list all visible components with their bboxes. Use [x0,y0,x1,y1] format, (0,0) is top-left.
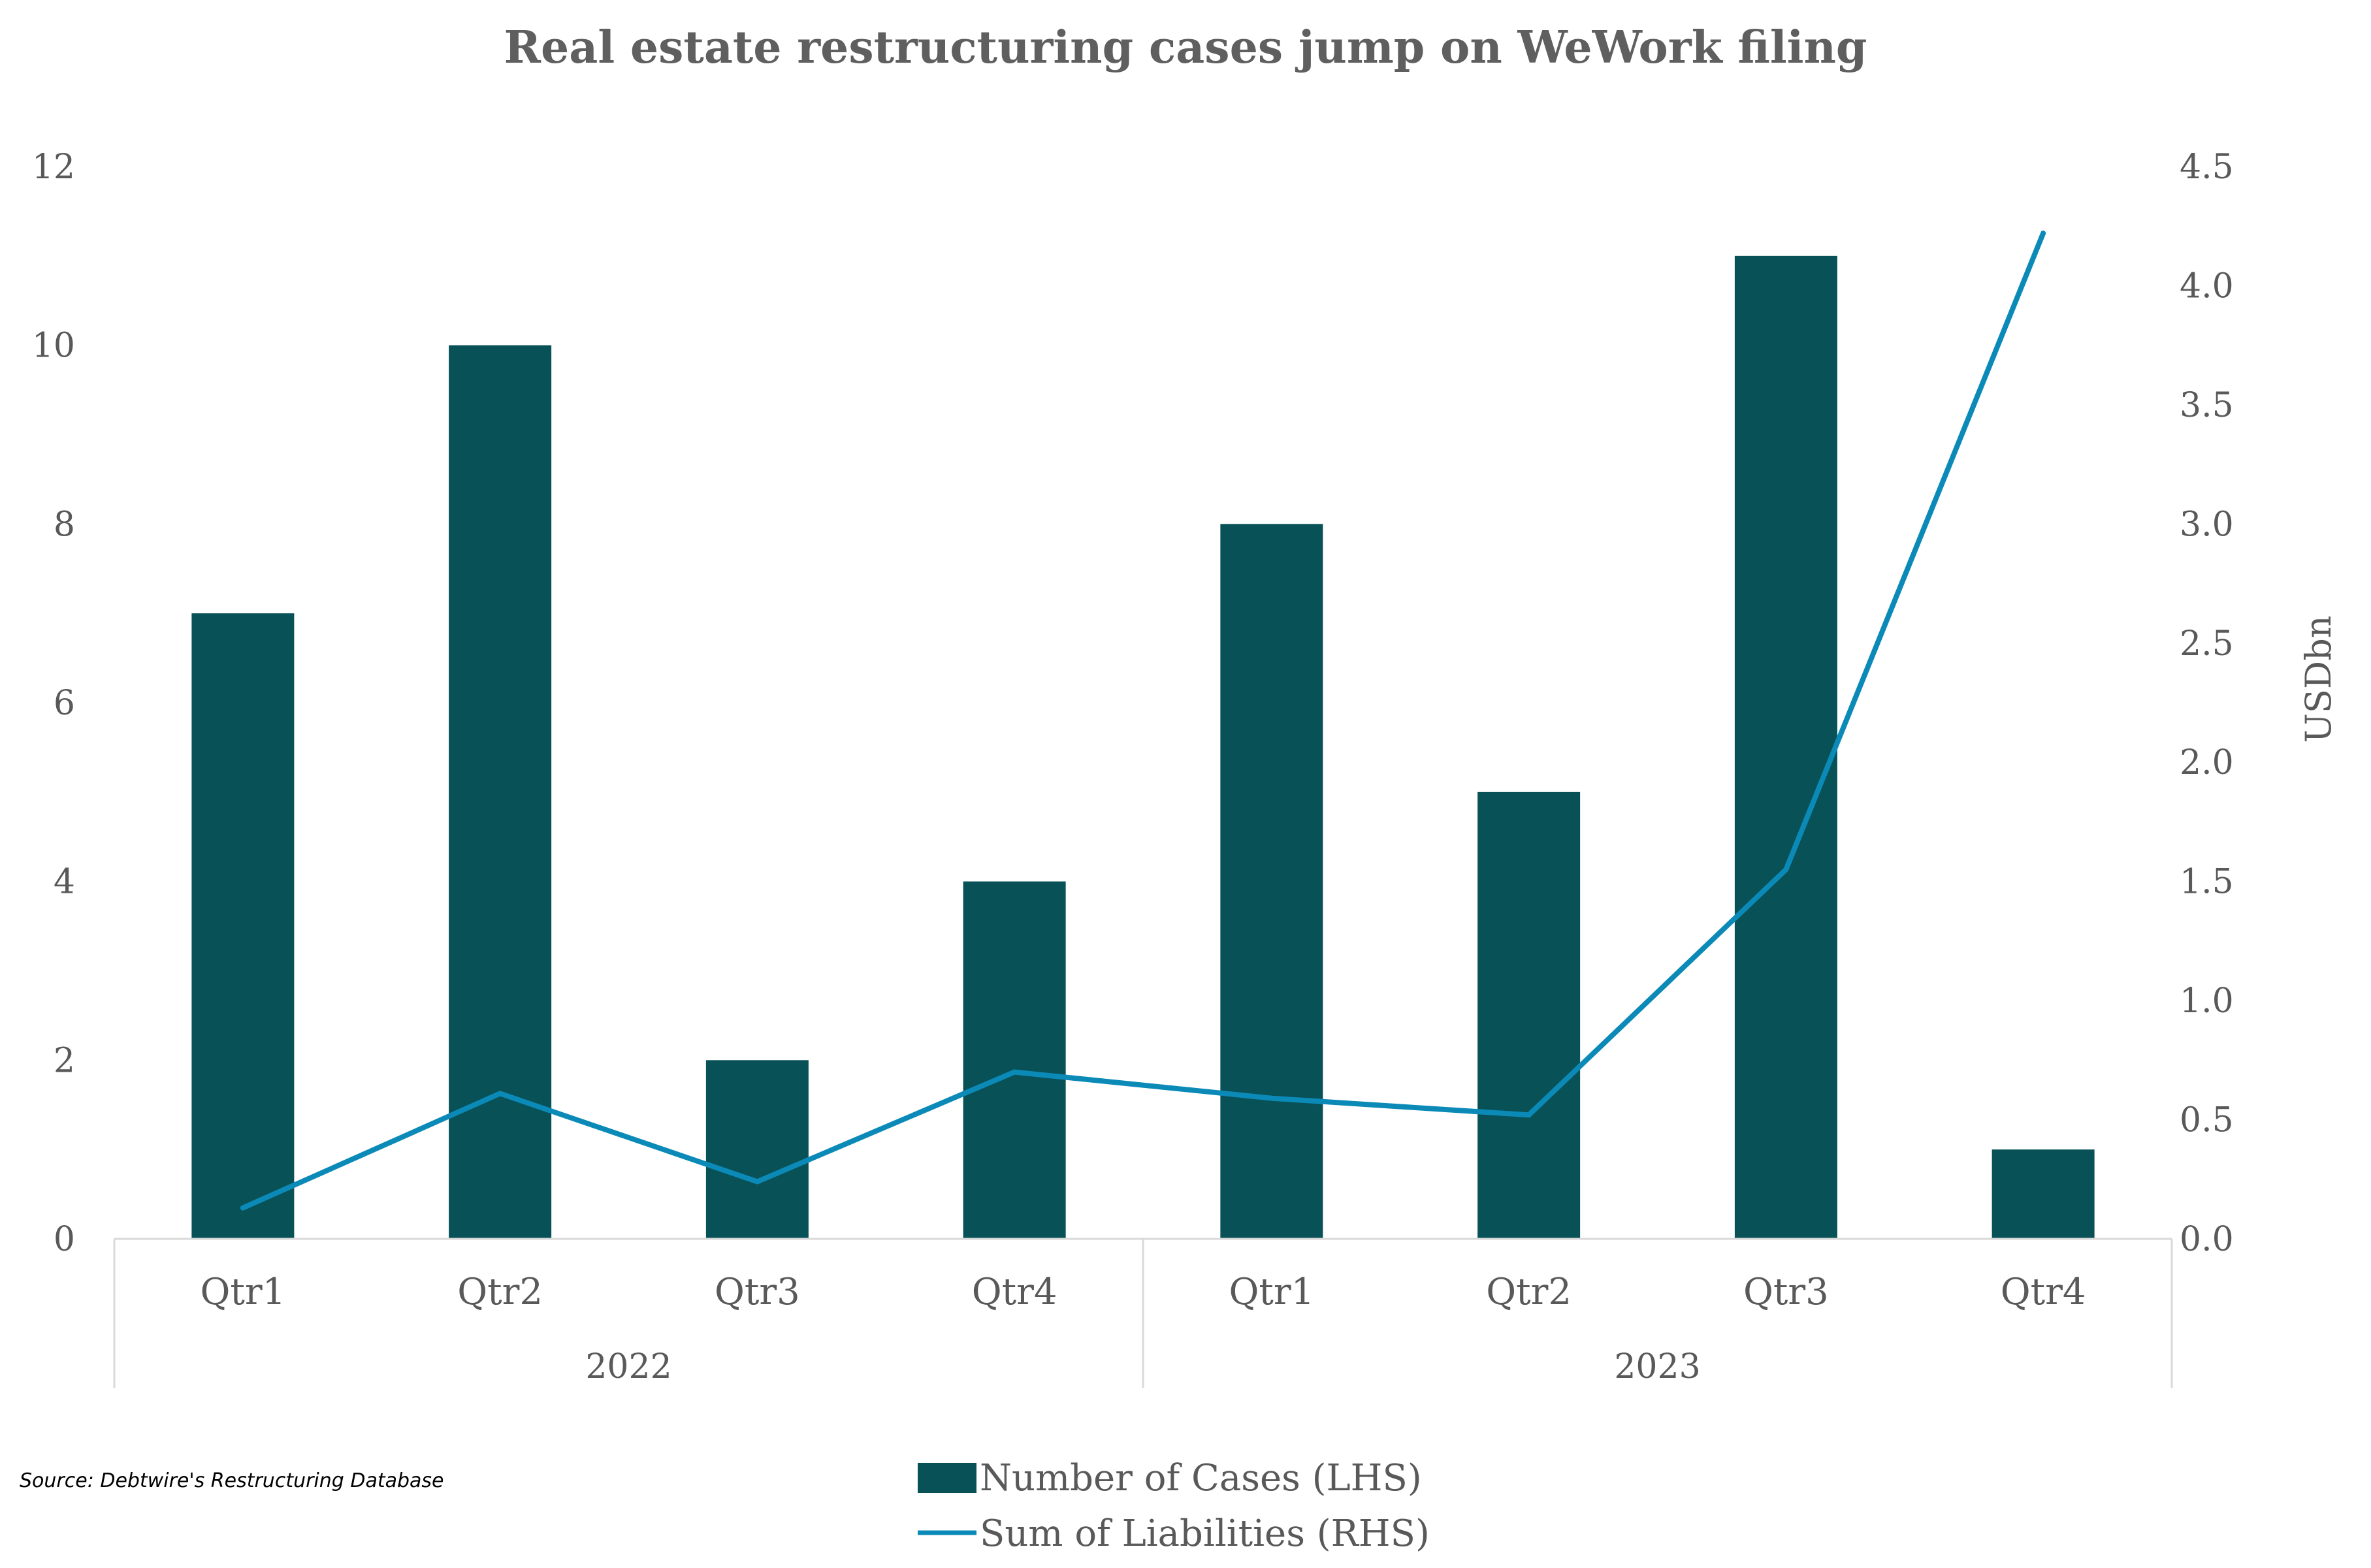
y-right-tick-label: 3.0 [2180,505,2234,544]
y-right-tick-label: 2.0 [2180,743,2234,782]
y-right-tick-label: 3.5 [2180,386,2234,425]
y-left-tick-label: 12 [32,148,75,187]
y-right-tick-label: 1.0 [2180,982,2234,1021]
y-left-tick-label: 10 [32,327,75,366]
y-left-tick-label: 4 [54,863,75,902]
x-tick-label: Qtr2 [457,1271,543,1313]
y-right-tick-label: 4.0 [2180,266,2234,306]
x-tick-label: Qtr1 [200,1271,285,1313]
right-axis-label: USDbn [2298,615,2339,743]
y-left-tick-label: 8 [54,505,75,544]
legend-bar-swatch [918,1463,976,1493]
line-point-2 [497,1091,503,1096]
bar-4 [963,881,1066,1239]
bar-7 [1734,255,1837,1239]
bar-5 [1220,524,1323,1240]
liabilities-line [240,231,2046,1211]
line-point-8 [2040,231,2046,236]
line-point-7 [1783,867,1789,872]
y-right-tick-label: 2.5 [2180,624,2234,664]
legend-line-label: Sum of Liabilities (RHS) [980,1512,1430,1555]
x-tick-label: Qtr2 [1486,1271,1572,1313]
y-right-tick-label: 0.0 [2180,1220,2234,1259]
line-point-6 [1526,1112,1532,1118]
y-right-tick-label: 4.5 [2180,148,2234,187]
y-right-tick-label: 1.5 [2180,863,2234,902]
y-right-tick-label: 0.5 [2180,1101,2234,1140]
x-tick-label: Qtr4 [2001,1271,2086,1313]
legend-bar-label: Number of Cases (LHS) [980,1457,1422,1499]
group-label-2022: 2022 [585,1347,671,1386]
group-label-2023: 2023 [1614,1347,1700,1386]
x-tick-label: Qtr4 [972,1271,1057,1313]
labels-layer: 2022 2023 Qtr1 Qtr2 Qtr3 Qtr4 Qtr1 Qtr2 Qtr3 Qtr4… [32,148,2234,1386]
axes-layer [113,1238,2173,1388]
chart-title: Real estate restructuring cases jump on … [504,22,1867,74]
source-note: Source: Debtwire's Restructuring Databas… [20,1469,444,1492]
bar-8 [1992,1149,2095,1239]
legend: Number of Cases (LHS) Sum of Liabilities… [918,1457,1430,1555]
x-tick-label: Qtr3 [715,1271,800,1313]
y-left-tick-label: 0 [54,1220,75,1259]
line-point-3 [754,1179,760,1185]
y-left-tick-label: 6 [54,684,75,723]
bar-3 [705,1060,809,1239]
bar-1 [191,613,295,1239]
line-point-5 [1268,1095,1274,1101]
x-tick-label: Qtr3 [1743,1271,1829,1313]
line-layer [240,231,2046,1211]
bar-6 [1477,792,1581,1239]
x-tick-label: Qtr1 [1229,1271,1314,1313]
y-left-tick-label: 2 [54,1041,75,1080]
line-point-1 [240,1205,246,1211]
line-point-4 [1012,1069,1018,1075]
bar-2 [449,345,552,1239]
bars-layer [191,255,2095,1240]
